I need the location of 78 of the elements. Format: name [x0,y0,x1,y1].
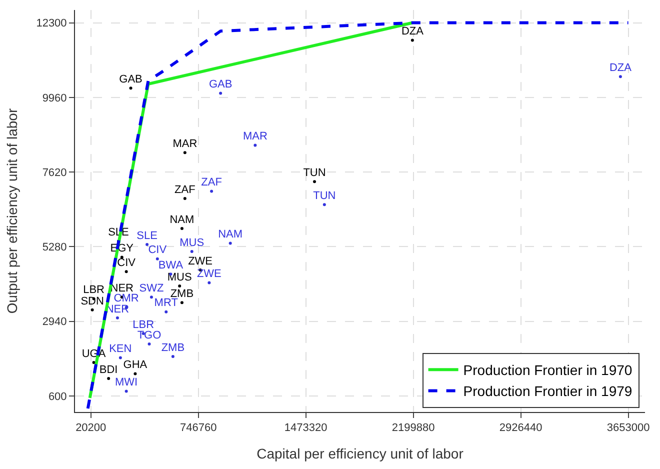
data-label: GAB [119,74,142,86]
data-label: MWI [115,376,138,389]
x-tick-label: 20200 [76,422,106,434]
point [146,243,149,246]
data-label: TGO [137,329,162,342]
data-label: SLE [136,230,158,242]
point [228,242,232,245]
data-label: SDN [80,295,104,308]
x-tick-label: 3653000 [606,422,650,434]
point [183,151,186,154]
data-label: DZA [401,26,424,38]
point [410,38,414,42]
point [150,296,153,299]
point [124,390,128,393]
point [90,308,94,312]
point [208,281,211,284]
point [618,75,622,78]
data-label: BDI [99,364,118,376]
y-tick-label: 9960 [42,92,67,104]
y-tick-label: 5280 [42,242,67,254]
point [180,301,184,304]
data-label: NAM [170,214,194,226]
data-label: CIV [117,256,136,269]
point [254,144,257,147]
data-label: MUS [167,271,192,284]
x-tick-label: 2926440 [499,422,542,434]
point [116,316,119,320]
point [219,92,222,95]
data-label: MUS [180,236,204,249]
point [164,310,168,314]
legend-label: Production Frontier in 1970 [463,362,632,378]
data-label: KEN [109,343,132,356]
data-label: MAR [172,138,198,150]
point [322,203,326,206]
y-tick-label: 600 [48,390,67,403]
point [107,377,110,380]
data-label: LBR [83,284,105,296]
point [92,361,96,364]
data-label: NAM [218,228,243,241]
point [148,342,151,346]
data-label: BWA [158,260,184,272]
data-label: DZA [609,62,632,74]
point [156,257,159,260]
x-axis-title: Capital per efficiency unit of labor [256,446,464,462]
data-label: ZAF [201,176,222,189]
y-tick-label: 7620 [42,166,67,179]
data-label: ZMB [161,342,185,354]
point [210,190,214,193]
point [190,250,194,254]
point [118,356,122,360]
data-label: ZWE [196,268,222,280]
data-label: CIV [148,244,168,256]
point [178,284,182,288]
data-label: TUN [313,190,336,202]
x-tick-label: 746760 [180,422,217,434]
data-label: CMR [114,292,139,305]
data-label: SWZ [139,282,164,295]
data-label: GAB [208,78,232,91]
y-tick-label: 12300 [36,18,67,30]
x-tick-label: 1473320 [284,422,328,434]
data-label: TUN [303,167,326,180]
point [183,197,186,200]
point [129,86,132,90]
data-label: GHA [123,359,148,372]
point [171,354,174,358]
data-label: ZWE [188,255,213,268]
data-label: MAR [242,130,268,143]
data-label: LBR [132,318,154,331]
point [124,270,128,274]
y-tick-label: 2940 [42,316,67,328]
data-label: ZAF [174,184,196,196]
point [180,227,184,230]
point [134,372,137,376]
legend-label: Production Frontier in 1979 [463,383,632,400]
data-label: MRT [154,297,178,310]
y-axis-title: Output per efficiency unit of labor [4,108,20,314]
x-tick-label: 2199880 [392,422,435,434]
point [313,180,316,184]
